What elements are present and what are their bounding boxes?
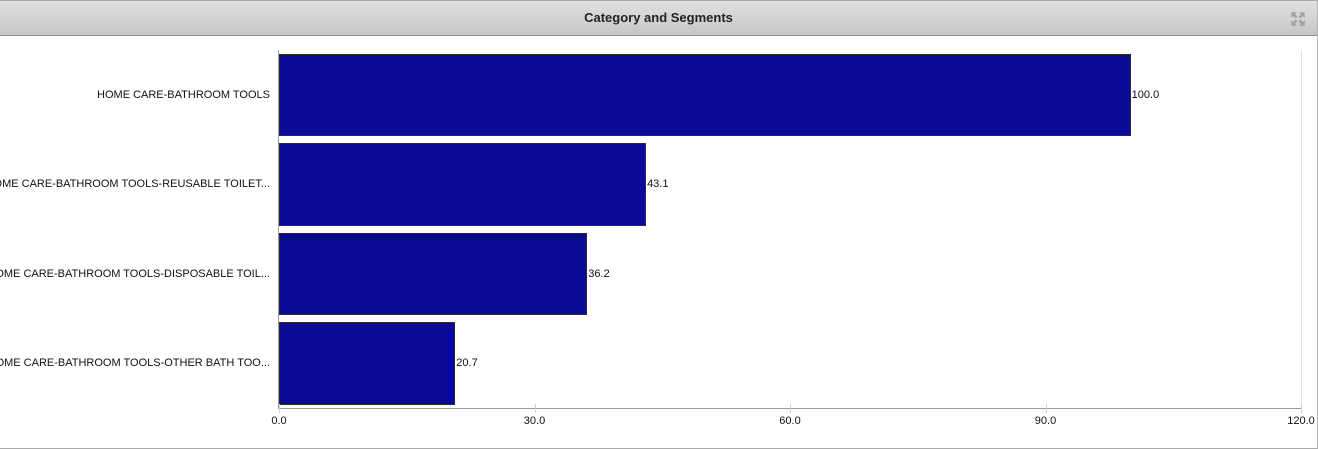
category-label: HOME CARE-BATHROOM TOOLS-DISPOSABLE TOIL… <box>0 267 270 280</box>
x-axis-tick-label: 90.0 <box>1034 415 1057 427</box>
x-axis-tick-label: 30.0 <box>523 415 546 427</box>
bar-row: HOME CARE-BATHROOM TOOLS-DISPOSABLE TOIL… <box>0 229 1301 319</box>
bar-rows: HOME CARE-BATHROOM TOOLS 100.0 HOME CARE-B… <box>0 50 1301 409</box>
bar-row: HOME CARE-BATHROOM TOOLS-REUSABLE TOILET… <box>0 140 1301 230</box>
panel-title: Category and Segments <box>584 10 733 25</box>
bar-value-label: 43.1 <box>647 178 669 191</box>
plot-area: HOME CARE-BATHROOM TOOLS 100.0 HOME CARE-B… <box>0 50 1315 427</box>
maximize-icon[interactable] <box>1289 10 1307 28</box>
x-axis-tick <box>534 404 536 413</box>
category-label: HOME CARE-BATHROOM TOOLS-OTHER BATH TOO.… <box>0 357 270 370</box>
x-axis-tick-label: 60.0 <box>779 415 801 427</box>
x-axis-tick <box>279 404 280 413</box>
bar[interactable] <box>279 143 647 226</box>
bar-value-label: 100.0 <box>1131 88 1160 101</box>
bar[interactable] <box>279 53 1131 136</box>
x-axis-tick-label: 0.0 <box>271 415 287 427</box>
panel-header: Category and Segments <box>0 0 1317 36</box>
bar[interactable] <box>279 322 456 405</box>
x-axis-tick-label: 120.0 <box>1287 415 1315 427</box>
bar-row: HOME CARE-BATHROOM TOOLS 100.0 <box>97 50 1301 140</box>
bar-chart: HOME CARE-BATHROOM TOOLS 100.0 HOME CARE-B… <box>0 36 1317 448</box>
maximize-icon-glyph <box>1291 12 1305 26</box>
category-label: HOME CARE-BATHROOM TOOLS <box>97 88 270 101</box>
bar-value-label: 20.7 <box>456 357 478 370</box>
x-axis-tick <box>1045 404 1047 413</box>
x-axis-tick <box>790 404 791 413</box>
bar[interactable] <box>279 232 588 315</box>
bar-row: HOME CARE-BATHROOM TOOLS-OTHER BATH TOO.… <box>0 319 1301 409</box>
x-axis-tick <box>1301 404 1302 413</box>
bar-value-label: 36.2 <box>588 267 610 280</box>
category-label: HOME CARE-BATHROOM TOOLS-REUSABLE TOILET… <box>0 178 270 191</box>
